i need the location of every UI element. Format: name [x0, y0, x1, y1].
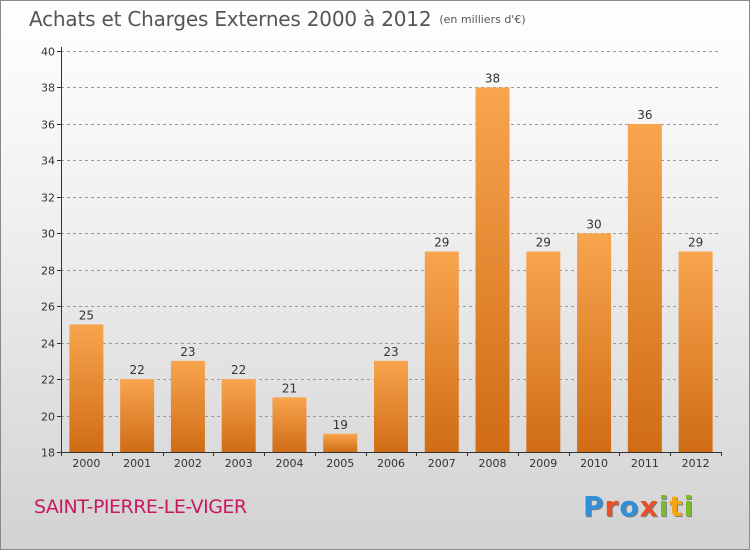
bar-2001	[120, 379, 155, 452]
y-tick-label: 22	[41, 374, 55, 387]
logo-letter: x	[639, 490, 659, 523]
axes: 18 20 22 24 26 28 30 32 34 36 38 40 2000 2001 2002 2003…	[41, 46, 722, 470]
proxiti-logo: Proxiti	[583, 490, 694, 523]
bar-2011	[627, 123, 662, 452]
bars: 25 22 23 22 21 19 23 29 38 29 30 36 29	[69, 71, 713, 453]
data-label-2002: 23	[180, 345, 195, 359]
y-tick-label: 28	[41, 265, 55, 278]
bar-2012	[678, 251, 713, 452]
y-tick-label: 24	[41, 338, 55, 351]
logo-letter: t	[669, 490, 684, 523]
commune-name: SAINT-PIERRE-LE-VIGER	[34, 496, 247, 518]
x-tick-label-2005: 2005	[326, 457, 354, 470]
x-tick-label-2011: 2011	[631, 457, 659, 470]
bar-2006	[374, 360, 408, 452]
x-tick-label-2008: 2008	[479, 457, 507, 470]
chart-unit-note: (en milliers d'€)	[439, 13, 526, 26]
data-label-2004: 21	[282, 381, 297, 395]
x-tick-label-2006: 2006	[377, 457, 405, 470]
x-tick-label-2007: 2007	[428, 457, 456, 470]
bar-2008	[475, 87, 510, 453]
data-label-2001: 22	[130, 363, 145, 377]
x-tick-label-2002: 2002	[174, 457, 202, 470]
data-label-2008: 38	[485, 71, 500, 85]
data-label-2000: 25	[79, 308, 94, 322]
chart-title: Achats et Charges Externes 2000 à 2012	[29, 7, 432, 31]
bar-2000	[69, 324, 104, 452]
bar-2003	[221, 379, 256, 452]
y-tick-label: 40	[41, 46, 55, 59]
chart-title-block: Achats et Charges Externes 2000 à 2012 (e…	[29, 7, 526, 31]
x-tick-label-2012: 2012	[682, 457, 710, 470]
y-tick-label: 36	[41, 119, 55, 132]
bar-2005	[323, 433, 358, 452]
data-label-2010: 30	[586, 217, 601, 231]
y-tick-label: 20	[41, 411, 55, 424]
bar-2004	[272, 397, 307, 452]
y-tick-label: 38	[41, 82, 55, 95]
x-tick-label-2001: 2001	[123, 457, 151, 470]
y-tick-label: 34	[41, 155, 55, 168]
x-tick-label-2003: 2003	[225, 457, 253, 470]
logo-letter: i	[683, 490, 695, 523]
data-label-2009: 29	[536, 236, 551, 250]
bar-2009	[526, 251, 561, 452]
data-label-2011: 36	[637, 108, 652, 122]
data-label-2007: 29	[434, 236, 449, 250]
x-tick-label-2010: 2010	[580, 457, 608, 470]
bar-2002	[170, 360, 205, 452]
logo-letter: i	[658, 490, 670, 523]
data-label-2005: 19	[333, 418, 348, 432]
data-label-2012: 29	[688, 236, 703, 250]
logo-letter: o	[619, 490, 640, 523]
bar-2010	[577, 233, 612, 452]
data-label-2006: 23	[383, 345, 398, 359]
y-tick-label: 32	[41, 192, 55, 205]
y-tick-label: 30	[41, 228, 55, 241]
x-tick-label-2004: 2004	[275, 457, 303, 470]
y-tick-label: 18	[41, 447, 55, 460]
x-tick-label-2000: 2000	[72, 457, 100, 470]
x-tick-label-2009: 2009	[529, 457, 557, 470]
y-tick-label: 26	[41, 301, 55, 314]
logo-letter: P	[583, 490, 605, 523]
data-label-2003: 22	[231, 363, 246, 377]
logo-letter: r	[604, 490, 620, 523]
bar-2007	[424, 251, 459, 452]
